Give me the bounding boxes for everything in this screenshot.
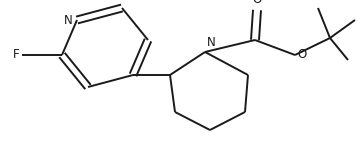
Text: F: F bbox=[13, 49, 20, 62]
Text: N: N bbox=[64, 15, 73, 28]
Text: O: O bbox=[297, 48, 306, 61]
Text: O: O bbox=[252, 0, 262, 6]
Text: N: N bbox=[207, 36, 216, 49]
